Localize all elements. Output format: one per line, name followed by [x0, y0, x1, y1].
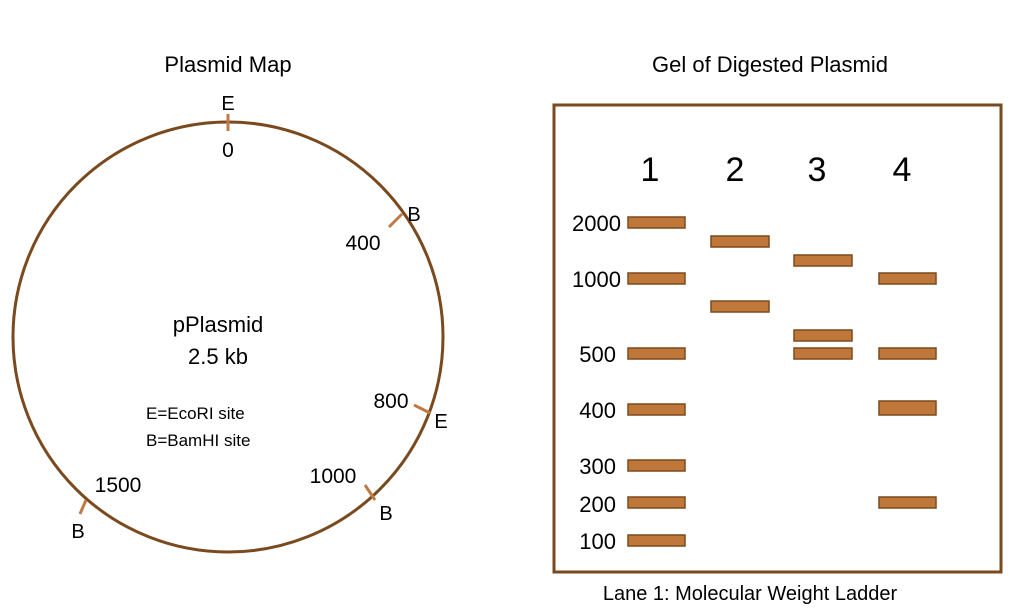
ladder-size-300: 300 — [579, 454, 616, 479]
site-position-800: 800 — [373, 390, 408, 413]
site-position-1500: 1500 — [95, 474, 142, 497]
legend-bamhi: B=BamHI site — [146, 431, 250, 450]
lane-label-4: 4 — [893, 151, 912, 189]
band-lane2-lower — [710, 300, 770, 313]
site-label-b-1500: B — [71, 521, 84, 543]
gel: Gel of Digested Plasmid 1 2 3 4 2000 100… — [552, 52, 1003, 605]
site-label-b-1000: B — [379, 503, 392, 525]
band-lane1-400 — [627, 403, 686, 416]
band-lane1-500 — [627, 347, 686, 360]
legend-ecori: E=EcoRI site — [146, 404, 245, 423]
ladder-size-200: 200 — [579, 492, 616, 517]
plasmid-map-title: Plasmid Map — [164, 52, 291, 77]
gel-frame — [552, 103, 1003, 574]
band-lane1-2000 — [627, 216, 686, 229]
lane-label-3: 3 — [808, 151, 827, 189]
gel-title: Gel of Digested Plasmid — [652, 52, 888, 77]
band-lane4-200 — [878, 496, 937, 509]
site-position-400: 400 — [345, 232, 380, 255]
gel-caption: Lane 1: Molecular Weight Ladder — [603, 583, 898, 605]
band-lane1-1000 — [627, 272, 686, 285]
ladder-size-400: 400 — [579, 398, 616, 423]
site-label-b-400: B — [407, 204, 420, 226]
band-lane1-200 — [627, 496, 686, 509]
band-lane3-upper — [793, 254, 853, 267]
band-lane1-100 — [627, 534, 686, 547]
site-position-0: 0 — [222, 139, 234, 162]
band-lane1-300 — [627, 459, 686, 472]
plasmid-size: 2.5 kb — [188, 344, 248, 369]
site-tick-bamhi-400 — [387, 212, 404, 229]
lane-label-1: 1 — [641, 151, 660, 189]
site-label-e-0: E — [221, 93, 234, 115]
band-lane3-middle — [793, 329, 853, 342]
ladder-size-500: 500 — [579, 342, 616, 367]
plasmid-map: Plasmid Map pPlasmid 2.5 kb E=EcoRI site… — [11, 52, 448, 554]
band-lane3-lower — [793, 347, 853, 360]
site-tick-bamhi-1500 — [78, 499, 88, 515]
band-lane2-upper — [710, 235, 770, 248]
ladder-size-1000: 1000 — [572, 267, 621, 292]
band-lane4-1000 — [878, 272, 937, 285]
plasmid-circle — [11, 120, 445, 554]
lane-label-2: 2 — [726, 151, 745, 189]
ladder-size-2000: 2000 — [572, 211, 621, 236]
plasmid-name: pPlasmid — [173, 312, 263, 337]
site-label-e-800: E — [434, 411, 447, 433]
site-position-1000: 1000 — [310, 465, 357, 488]
site-tick-ecori-800 — [413, 403, 431, 415]
band-lane4-400 — [878, 400, 937, 416]
band-lane4-500 — [878, 347, 937, 360]
ladder-size-100: 100 — [579, 529, 616, 554]
site-tick-bamhi-1000 — [363, 484, 377, 501]
